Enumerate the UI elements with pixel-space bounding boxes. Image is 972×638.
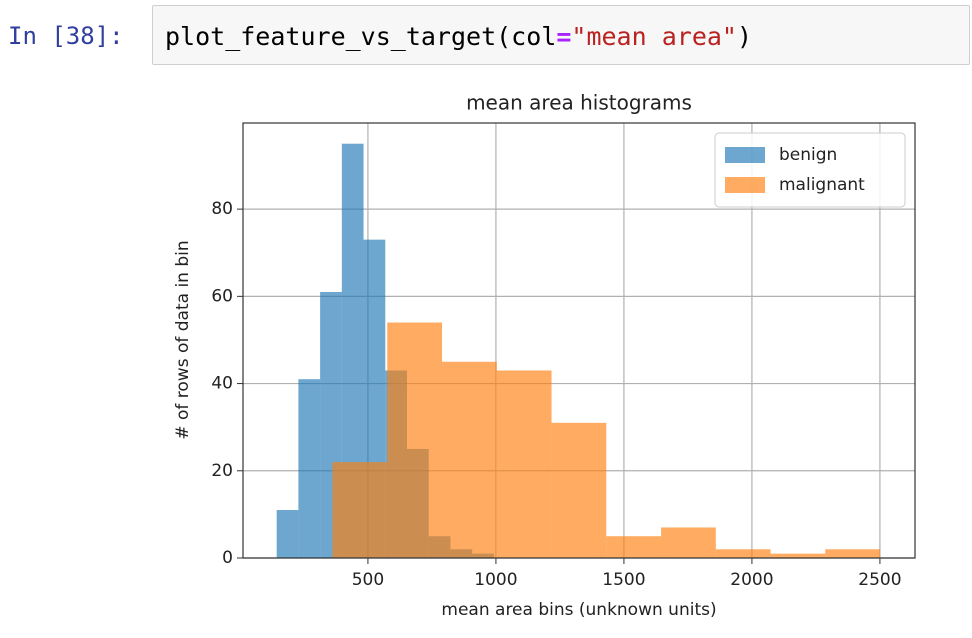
y-tick-label: 0 <box>222 548 233 568</box>
code-token: plot_feature_vs_target(col <box>165 22 557 51</box>
code-cell[interactable]: plot_feature_vs_target(col="mean area") <box>152 5 970 65</box>
bar <box>341 143 364 558</box>
bar <box>715 549 771 558</box>
y-tick-label: 60 <box>211 286 233 306</box>
x-tick-label: 2500 <box>858 570 901 590</box>
legend-swatch <box>725 147 765 163</box>
legend-label: benign <box>779 145 837 165</box>
y-tick-label: 40 <box>211 374 233 394</box>
bar <box>770 553 826 558</box>
code: plot_feature_vs_target(col="mean area") <box>165 22 752 51</box>
bar <box>442 361 497 558</box>
bar <box>825 549 881 558</box>
x-tick-label: 2000 <box>730 570 773 590</box>
x-tick-label: 1000 <box>474 570 517 590</box>
plot-frame <box>242 122 916 559</box>
bar <box>661 527 716 558</box>
legend-label: malignant <box>779 175 865 195</box>
bar <box>551 422 607 558</box>
y-axis-label: # of rows of data in bin <box>173 240 193 439</box>
legend-swatch <box>725 177 765 193</box>
code-token: = <box>556 22 572 51</box>
bar <box>496 370 552 558</box>
code-token: "mean area" <box>571 22 737 51</box>
x-tick-label: 500 <box>352 570 384 590</box>
y-tick-label: 20 <box>211 461 233 481</box>
bar <box>276 510 299 558</box>
chart-title: mean area histograms <box>466 91 692 115</box>
bar <box>606 536 662 558</box>
cell-prompt: In [38]: <box>8 22 124 50</box>
x-tick-label: 1500 <box>602 570 645 590</box>
bar <box>298 379 321 558</box>
bar <box>387 322 443 558</box>
code-token: ) <box>736 22 753 51</box>
y-tick-label: 80 <box>211 199 233 219</box>
x-axis-label: mean area bins (unknown units) <box>441 600 716 620</box>
bar <box>332 462 388 558</box>
